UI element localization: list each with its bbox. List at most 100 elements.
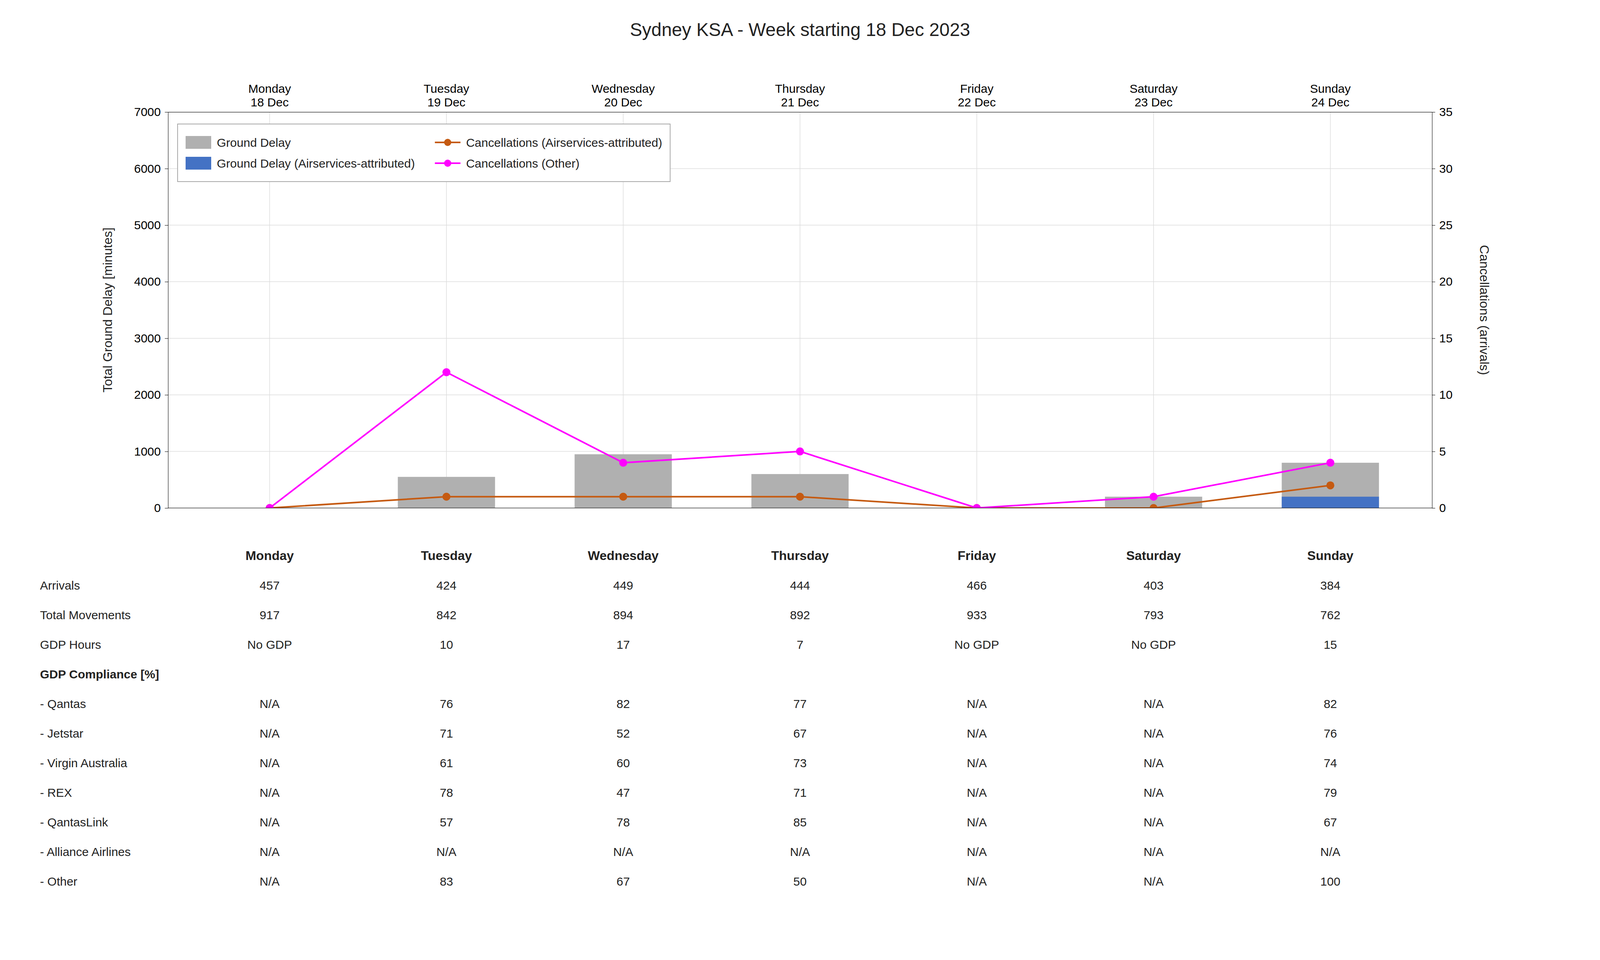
y2-tick-label: 35 bbox=[1439, 105, 1453, 119]
legend-label: Ground Delay bbox=[216, 136, 291, 150]
x-tick: Sunday24 Dec bbox=[1310, 82, 1351, 113]
table-cell: No GDP bbox=[1131, 638, 1176, 652]
y2-tick-mark bbox=[1432, 451, 1436, 452]
table-cell: No GDP bbox=[247, 638, 292, 652]
table-cell: N/A bbox=[1143, 815, 1164, 829]
table-cell: 17 bbox=[616, 638, 630, 652]
table-cell: 7 bbox=[796, 638, 804, 652]
table-cell: 842 bbox=[436, 608, 457, 622]
y-tick: 4000 bbox=[134, 274, 168, 288]
table-row-label: - REX bbox=[40, 786, 72, 800]
line-marker bbox=[265, 504, 274, 508]
y2-tick-mark bbox=[1432, 508, 1436, 509]
line bbox=[269, 485, 1331, 508]
x-axis: Monday18 Dec Tuesday19 Dec Wednesday20 Dec… bbox=[168, 82, 1433, 113]
line bbox=[269, 372, 1331, 508]
table-row-label: - Qantas bbox=[40, 697, 86, 711]
table-cell: 78 bbox=[616, 815, 630, 829]
y-tick: 2000 bbox=[134, 388, 168, 402]
table-cell: 52 bbox=[616, 726, 630, 740]
table-header: Wednesday bbox=[587, 548, 659, 563]
table-cell: N/A bbox=[1320, 845, 1341, 859]
x-tick-label: Tuesday19 Dec bbox=[423, 82, 470, 110]
table-header: Monday bbox=[245, 548, 294, 563]
x-tick: Wednesday20 Dec bbox=[591, 82, 655, 113]
table-cell: 892 bbox=[790, 608, 810, 622]
bar bbox=[1281, 496, 1379, 508]
table-cell: N/A bbox=[966, 874, 987, 888]
y2-tick-label: 0 bbox=[1439, 501, 1446, 515]
table-cell: 10 bbox=[439, 638, 453, 652]
line-marker bbox=[1149, 492, 1158, 501]
table-header: Saturday bbox=[1126, 548, 1181, 563]
y2-tick-label: 25 bbox=[1439, 218, 1453, 232]
y2-tick: 10 bbox=[1432, 388, 1453, 402]
table-cell: 61 bbox=[439, 756, 453, 770]
table-row-label: - Alliance Airlines bbox=[40, 845, 131, 859]
grid-line-x bbox=[1153, 112, 1154, 508]
legend-box bbox=[177, 124, 670, 182]
chart-root: Sydney KSA - Week starting 18 Dec 2023 0 1… bbox=[0, 0, 1600, 960]
line-marker bbox=[972, 504, 981, 508]
y-tick-label: 0 bbox=[154, 501, 161, 515]
x-tick: Tuesday19 Dec bbox=[423, 82, 470, 113]
x-tick-label-line: 22 Dec bbox=[957, 95, 996, 109]
legend-item: Ground Delay bbox=[185, 136, 291, 150]
x-tick-label-line: 18 Dec bbox=[250, 95, 289, 109]
x-axis-line bbox=[168, 112, 1433, 113]
legend-label: Ground Delay (Airservices-attributed) bbox=[216, 156, 415, 170]
y-tick-mark bbox=[164, 338, 168, 339]
table-row-label: Total Movements bbox=[40, 608, 131, 622]
table-row-label: GDP Hours bbox=[40, 638, 102, 652]
y-tick-mark bbox=[164, 394, 168, 396]
table-cell: 917 bbox=[259, 608, 280, 622]
table-cell: N/A bbox=[1143, 874, 1164, 888]
y2-axis: 05101520253035 bbox=[1432, 105, 1453, 515]
x-tick-label-line: 24 Dec bbox=[1311, 95, 1350, 109]
x-tick-label-line: 21 Dec bbox=[780, 95, 819, 109]
table-row-label: - Virgin Australia bbox=[40, 756, 128, 770]
table-section-label: GDP Compliance [%] bbox=[40, 667, 160, 681]
grid-line-x bbox=[1330, 112, 1331, 508]
table-header: Sunday bbox=[1307, 548, 1354, 563]
y2-tick-label: 30 bbox=[1439, 162, 1453, 176]
table-cell: 79 bbox=[1323, 786, 1337, 800]
y-tick-label: 7000 bbox=[134, 105, 161, 119]
y2-tick-mark bbox=[1432, 112, 1436, 113]
y2-tick-label: 20 bbox=[1439, 274, 1453, 288]
table-cell: 77 bbox=[793, 697, 807, 711]
y-tick: 6000 bbox=[134, 162, 168, 176]
line-marker bbox=[796, 447, 804, 456]
x-tick-label: Saturday23 Dec bbox=[1129, 82, 1178, 110]
table-header: Friday bbox=[957, 548, 996, 563]
line-marker bbox=[619, 492, 628, 501]
table-cell: 100 bbox=[1320, 874, 1341, 888]
x-tick: Thursday21 Dec bbox=[774, 82, 825, 113]
table-cell: N/A bbox=[966, 697, 987, 711]
line-marker bbox=[619, 458, 628, 467]
table-cell: 47 bbox=[616, 786, 630, 800]
line-marker bbox=[796, 492, 804, 501]
legend-items: Ground Delay Ground Delay (Airservices-at… bbox=[185, 136, 662, 170]
bar bbox=[751, 474, 849, 508]
x-tick-label-line: 19 Dec bbox=[427, 95, 466, 109]
table-cell: 85 bbox=[793, 815, 807, 829]
legend-swatch bbox=[185, 136, 212, 149]
y2-tick-mark bbox=[1432, 281, 1436, 282]
table-cell: 67 bbox=[793, 726, 807, 740]
x-tick-label-line: Wednesday bbox=[591, 82, 655, 96]
y-axis: 01000200030004000500060007000 bbox=[134, 105, 168, 515]
table-cell: N/A bbox=[966, 756, 987, 770]
x-tick-label: Monday18 Dec bbox=[248, 82, 292, 110]
table-row-label: Arrivals bbox=[40, 578, 80, 592]
line-marker bbox=[972, 504, 981, 508]
legend-item: Cancellations (Other) bbox=[434, 156, 580, 170]
grid-line-x bbox=[976, 112, 978, 508]
x-tick-label-line: 23 Dec bbox=[1134, 95, 1173, 109]
y2-tick: 20 bbox=[1432, 274, 1453, 288]
line-marker bbox=[1149, 504, 1158, 508]
table-cell: N/A bbox=[1143, 697, 1164, 711]
table-cell: N/A bbox=[613, 845, 634, 859]
chart-title: Sydney KSA - Week starting 18 Dec 2023 bbox=[630, 19, 971, 40]
table-cell: 449 bbox=[613, 578, 634, 592]
